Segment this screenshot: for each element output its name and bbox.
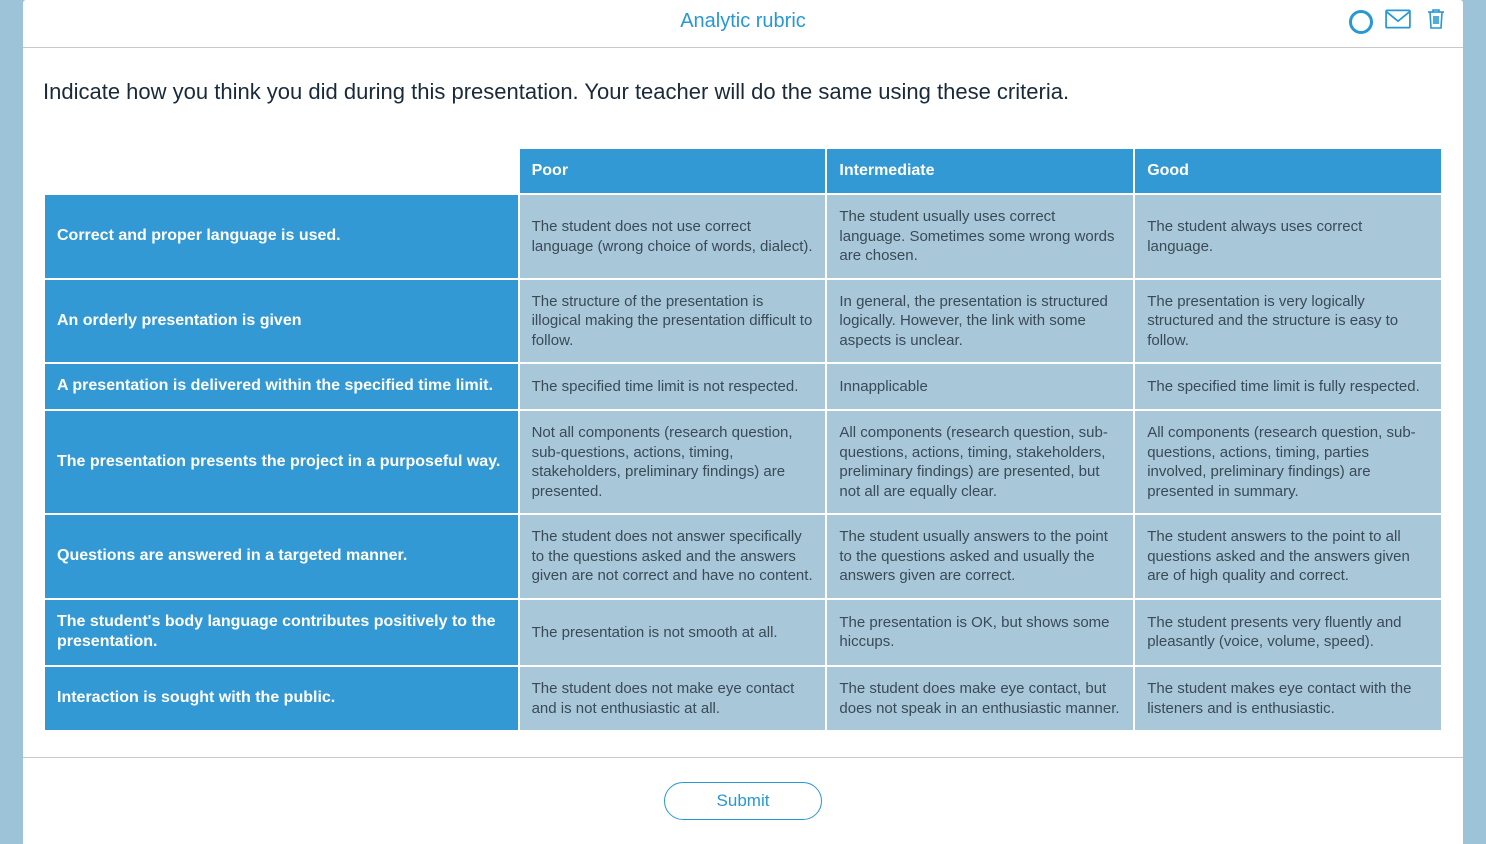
- corner-cell: [45, 149, 518, 194]
- criterion-cell: Interaction is sought with the public.: [45, 667, 518, 730]
- rubric-cell[interactable]: The student always uses correct language…: [1135, 195, 1441, 278]
- rubric-cell[interactable]: The student usually answers to the point…: [827, 515, 1133, 598]
- trash-icon[interactable]: [1423, 8, 1449, 35]
- main-panel: Analytic rubric Indicate how you think y…: [23, 0, 1463, 844]
- rubric-table: Poor Intermediate Good Correct and prope…: [43, 147, 1443, 733]
- criterion-cell: An orderly presentation is given: [45, 280, 518, 363]
- table-row: The presentation presents the project in…: [45, 411, 1441, 513]
- rubric-cell[interactable]: The student makes eye contact with the l…: [1135, 667, 1441, 730]
- submit-button[interactable]: Submit: [664, 782, 823, 820]
- content-area: Indicate how you think you did during th…: [23, 48, 1463, 757]
- rubric-cell[interactable]: The student does not use correct languag…: [520, 195, 826, 278]
- rubric-cell[interactable]: The presentation is not smooth at all.: [520, 600, 826, 666]
- table-row: Correct and proper language is used.The …: [45, 195, 1441, 278]
- column-header-intermediate: Intermediate: [827, 149, 1133, 194]
- mail-icon[interactable]: [1385, 8, 1411, 35]
- instructions-text: Indicate how you think you did during th…: [43, 78, 1443, 107]
- criterion-cell: Correct and proper language is used.: [45, 195, 518, 278]
- rubric-cell[interactable]: All components (research question, sub-q…: [827, 411, 1133, 513]
- rubric-cell[interactable]: Not all components (research question, s…: [520, 411, 826, 513]
- rubric-cell[interactable]: The student usually uses correct languag…: [827, 195, 1133, 278]
- rubric-cell[interactable]: The student does not make eye contact an…: [520, 667, 826, 730]
- header-icons: [1349, 8, 1449, 35]
- rubric-cell[interactable]: The student presents very fluently and p…: [1135, 600, 1441, 666]
- table-row: An orderly presentation is givenThe stru…: [45, 280, 1441, 363]
- rubric-cell[interactable]: The specified time limit is not respecte…: [520, 364, 826, 409]
- table-row: A presentation is delivered within the s…: [45, 364, 1441, 409]
- table-row: Interaction is sought with the public.Th…: [45, 667, 1441, 730]
- column-header-good: Good: [1135, 149, 1441, 194]
- table-row: The student's body language contributes …: [45, 600, 1441, 666]
- rubric-body: Correct and proper language is used.The …: [45, 195, 1441, 730]
- criterion-cell: A presentation is delivered within the s…: [45, 364, 518, 409]
- rubric-cell[interactable]: All components (research question, sub-q…: [1135, 411, 1441, 513]
- rubric-cell[interactable]: The student does not answer specifically…: [520, 515, 826, 598]
- rubric-cell[interactable]: Innapplicable: [827, 364, 1133, 409]
- footer: Submit: [23, 757, 1463, 844]
- table-row: Questions are answered in a targeted man…: [45, 515, 1441, 598]
- status-circle-icon[interactable]: [1349, 10, 1373, 34]
- criterion-cell: The student's body language contributes …: [45, 600, 518, 666]
- rubric-cell[interactable]: The structure of the presentation is ill…: [520, 280, 826, 363]
- rubric-cell[interactable]: The student answers to the point to all …: [1135, 515, 1441, 598]
- rubric-cell[interactable]: The specified time limit is fully respec…: [1135, 364, 1441, 409]
- criterion-cell: Questions are answered in a targeted man…: [45, 515, 518, 598]
- rubric-cell[interactable]: The presentation is OK, but shows some h…: [827, 600, 1133, 666]
- header: Analytic rubric: [23, 0, 1463, 48]
- criterion-cell: The presentation presents the project in…: [45, 411, 518, 513]
- page-title: Analytic rubric: [680, 10, 806, 33]
- column-header-poor: Poor: [520, 149, 826, 194]
- rubric-cell[interactable]: In general, the presentation is structur…: [827, 280, 1133, 363]
- rubric-cell[interactable]: The student does make eye contact, but d…: [827, 667, 1133, 730]
- table-header-row: Poor Intermediate Good: [45, 149, 1441, 194]
- rubric-cell[interactable]: The presentation is very logically struc…: [1135, 280, 1441, 363]
